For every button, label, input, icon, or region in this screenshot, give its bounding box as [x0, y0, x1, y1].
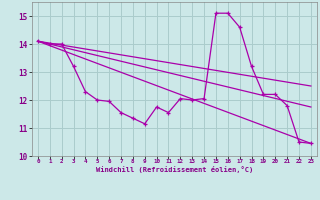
- X-axis label: Windchill (Refroidissement éolien,°C): Windchill (Refroidissement éolien,°C): [96, 166, 253, 173]
